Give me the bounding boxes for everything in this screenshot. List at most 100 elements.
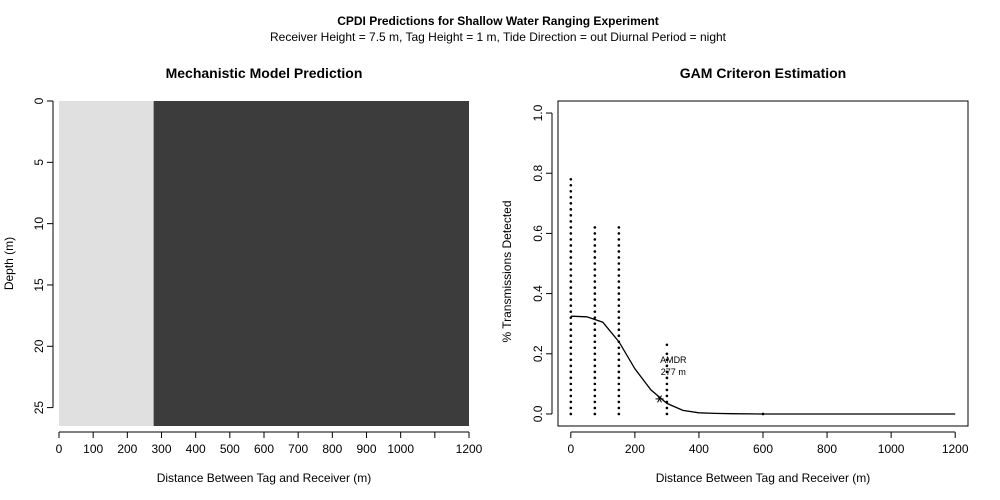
data-point: [593, 268, 597, 271]
left-y-tick-label: 20: [32, 339, 46, 353]
data-point: [569, 358, 573, 362]
data-point: [665, 358, 669, 362]
data-point: [617, 394, 621, 398]
data-point: [569, 328, 573, 332]
data-point: [569, 177, 573, 181]
data-point: [617, 406, 621, 410]
data-point: [593, 400, 597, 404]
right-y-axis-label: % Transmissions Detected: [500, 200, 514, 342]
data-point: [569, 406, 573, 410]
data-point: [617, 286, 621, 289]
data-point: [593, 370, 597, 374]
left-x-tick-label: 100: [83, 442, 103, 456]
data-point: [617, 226, 621, 229]
data-point: [617, 232, 621, 235]
data-point: [569, 238, 573, 241]
data-point: [665, 412, 669, 416]
data-point: [569, 189, 573, 193]
data-point: [593, 262, 597, 265]
data-point: [569, 262, 573, 265]
data-point: [617, 388, 621, 392]
data-point: [617, 268, 621, 271]
right-x-tick-label: 200: [625, 442, 645, 456]
data-point: [617, 370, 621, 374]
data-point: [569, 340, 573, 344]
data-point: [617, 304, 621, 307]
data-point: [569, 352, 573, 356]
right-x-tick-label: 600: [753, 442, 773, 456]
data-point: [617, 322, 621, 325]
right-x-tick-label: 1200: [942, 442, 969, 456]
data-point: [593, 358, 597, 362]
data-point: [569, 208, 573, 211]
data-point: [617, 298, 621, 301]
data-point: [593, 334, 597, 338]
main-title: CPDI Predictions for Shallow Water Rangi…: [337, 14, 659, 28]
data-point: [617, 292, 621, 295]
data-point: [593, 328, 597, 332]
data-point: [593, 394, 597, 398]
data-point: [569, 376, 573, 380]
data-point: [593, 244, 597, 247]
right-panel-title: GAM Criteron Estimation: [680, 65, 846, 81]
left-y-tick-label: 25: [32, 401, 46, 415]
data-point: [665, 388, 669, 392]
left-panel-title: Mechanistic Model Prediction: [166, 65, 363, 81]
data-point: [569, 268, 573, 271]
left-x-tick-label: 700: [288, 442, 308, 456]
data-point: [617, 310, 621, 313]
data-point: [593, 310, 597, 313]
right-x-tick-label: 800: [817, 442, 837, 456]
data-point: [593, 388, 597, 392]
data-point: [593, 226, 597, 229]
amdr-marker: [657, 395, 662, 403]
data-point: [569, 370, 573, 374]
data-point: [569, 183, 573, 187]
data-point: [569, 322, 573, 325]
amdr-annotation-value: 277 m: [661, 367, 686, 377]
data-point: [593, 406, 597, 410]
data-point: [593, 232, 597, 235]
right-plot-frame: [557, 100, 969, 427]
data-point: [593, 292, 597, 295]
data-point: [665, 364, 669, 368]
data-point: [569, 195, 573, 199]
right-x-tick-label: 400: [689, 442, 709, 456]
data-point: [617, 382, 621, 386]
left-x-tick-label: 400: [186, 442, 206, 456]
data-point: [569, 280, 573, 283]
left-y-tick-label: 0: [32, 97, 46, 104]
heatmap-region-0: [59, 101, 154, 426]
data-point: [617, 262, 621, 265]
right-y-tick-label: 0.8: [531, 165, 545, 182]
data-point: [593, 316, 597, 319]
data-point: [569, 412, 573, 416]
data-point: [569, 334, 573, 338]
heatmap-region-1: [153, 101, 469, 426]
data-point: [569, 232, 573, 235]
data-point: [665, 406, 669, 410]
data-point: [569, 400, 573, 404]
data-point: [569, 250, 573, 253]
data-point: [569, 202, 573, 205]
data-point: [593, 274, 597, 277]
data-point: [593, 364, 597, 368]
left-x-tick-label: 900: [356, 442, 376, 456]
left-y-axis-label: Depth (m): [2, 237, 16, 290]
data-point: [665, 370, 669, 374]
data-point: [617, 400, 621, 404]
data-point: [569, 220, 573, 223]
right-y-tick-label: 1.0: [531, 104, 545, 121]
data-point: [569, 256, 573, 259]
data-point: [569, 364, 573, 368]
data-point: [569, 304, 573, 307]
right-y-tick-label: 0.4: [531, 285, 545, 302]
data-point: [569, 394, 573, 398]
data-point: [617, 352, 621, 356]
data-point: [665, 394, 669, 398]
left-x-tick-label: 600: [254, 442, 274, 456]
data-point: [569, 292, 573, 295]
right-y-tick-label: 0.0: [531, 405, 545, 422]
left-x-tick-label: 1200: [456, 442, 483, 456]
